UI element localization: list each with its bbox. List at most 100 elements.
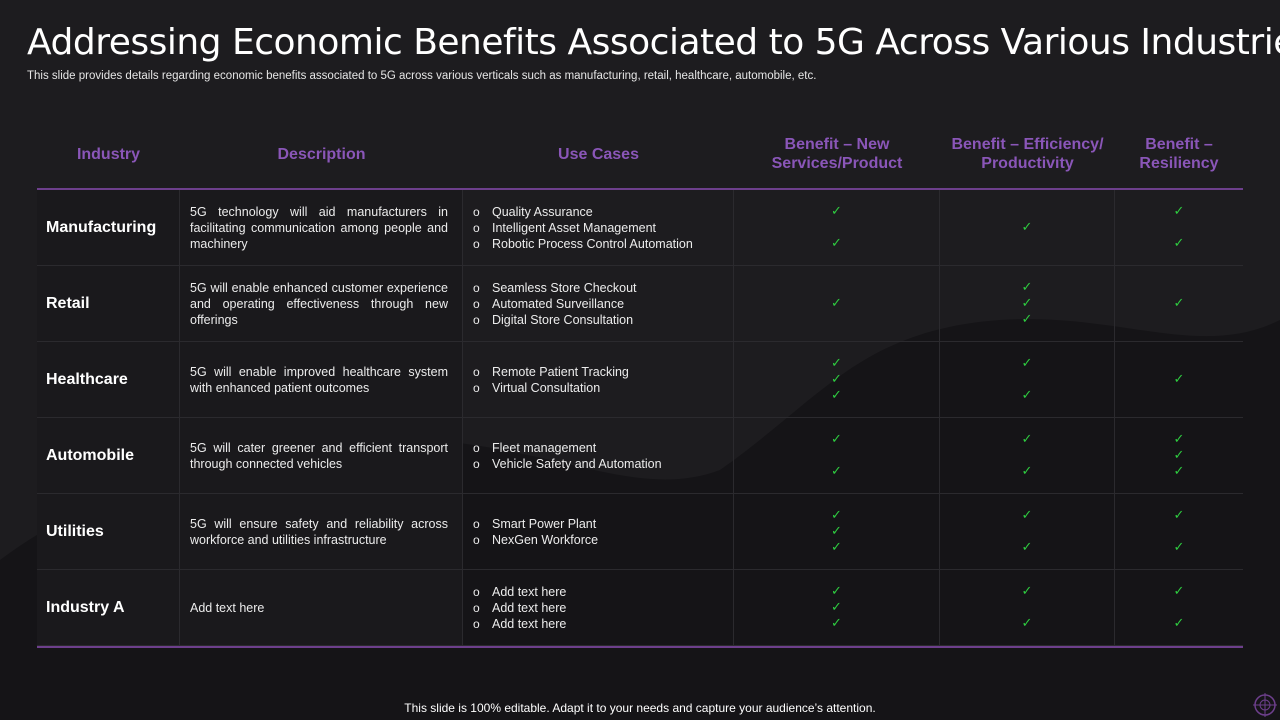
bullet-icon: o (473, 456, 480, 471)
industry-name: Industry A (37, 570, 180, 646)
industry-name: Manufacturing (37, 190, 180, 266)
benefit-new-cell: ✓·✓ (734, 418, 940, 494)
bullet-icon: o (473, 296, 480, 311)
header-benefit-efficiency-line2: Productivity (981, 155, 1074, 172)
check-icon: ✓ (1021, 279, 1033, 295)
check-icon: ✓ (831, 539, 842, 555)
check-icon: ✓ (831, 431, 842, 447)
use-case-text: Automated Surveillance (492, 296, 625, 311)
bullet-icon: o (473, 380, 480, 395)
check-icon: ✓ (1021, 219, 1033, 235)
list-item: o Add text here (473, 584, 566, 600)
industry-name: Retail (37, 266, 180, 342)
bullet-icon: o (473, 584, 480, 599)
check-icon: ✓ (831, 203, 842, 219)
check-icon: ✓ (831, 355, 842, 371)
check-icon: ✓ (1021, 295, 1033, 311)
check-icon: ✓ (1021, 431, 1033, 447)
page-title: Addressing Economic Benefits Associated … (27, 22, 1280, 63)
header-benefit-efficiency: Benefit – Efficiency/ Productivity (940, 135, 1115, 173)
list-item: o Quality Assurance (473, 204, 693, 220)
header-benefit-efficiency-line1: Benefit – Efficiency/ (951, 136, 1104, 153)
check-icon: ✓ (831, 235, 842, 251)
industry-description: 5G will cater greener and efficient tran… (180, 418, 463, 494)
check-icon: ✓ (1173, 507, 1185, 523)
benefit-efficiency-cell: ✓ (940, 190, 1115, 266)
use-case-list: o Remote Patient Tracking o Virtual Consul… (473, 364, 629, 396)
bullet-icon: o (473, 204, 480, 219)
use-case-text: Remote Patient Tracking (492, 364, 629, 379)
list-item: o Smart Power Plant (473, 516, 598, 532)
use-cases-cell: o Fleet management o Vehicle Safety and Au… (463, 418, 734, 494)
benefit-new-cell: ✓ (734, 266, 940, 342)
table-row: Industry A Add text here o Add text here … (37, 570, 1243, 646)
bullet-icon: o (473, 616, 480, 631)
bullet-icon: o (473, 516, 480, 531)
check-icon: ✓ (1021, 583, 1033, 599)
use-case-text: Smart Power Plant (492, 516, 597, 531)
corner-logo-icon (1253, 693, 1277, 717)
table-row: Retail 5G will enable enhanced customer … (37, 266, 1243, 342)
benefit-efficiency-cell: ✓·✓ (940, 342, 1115, 418)
check-icon: ✓ (831, 599, 842, 615)
check-icon: ✓ (831, 523, 842, 539)
table-header: Industry Description Use Cases Benefit –… (37, 120, 1243, 190)
check-icon: ✓ (1021, 311, 1033, 327)
use-case-text: Add text here (492, 616, 567, 631)
benefit-efficiency-cell: ✓ ✓ ✓ (940, 266, 1115, 342)
use-case-text: Vehicle Safety and Automation (492, 456, 662, 471)
check-icon: ✓ (1173, 295, 1185, 311)
description-text: Add text here (190, 600, 265, 615)
list-item: o Robotic Process Control Automation (473, 236, 693, 252)
bullet-icon: o (473, 236, 480, 251)
use-case-list: o Smart Power Plant o NexGen Workforce (473, 516, 598, 548)
benefit-resiliency-cell: ✓·✓ (1115, 494, 1243, 570)
bullet-icon: o (473, 440, 480, 455)
industry-description: 5G will enable improved healthcare syste… (180, 342, 463, 418)
benefit-resiliency-cell: ✓·✓ (1115, 190, 1243, 266)
check-icon: ✓ (1173, 447, 1185, 463)
benefit-efficiency-cell: ✓·✓ (940, 494, 1115, 570)
use-cases-cell: o Add text here o Add text here o Add text … (463, 570, 734, 646)
table-row: Automobile 5G will cater greener and eff… (37, 418, 1243, 494)
benefits-table: Industry Description Use Cases Benefit –… (37, 120, 1243, 648)
table-row: Manufacturing 5G technology will aid man… (37, 190, 1243, 266)
description-text: 5G will enable enhanced customer experie… (190, 280, 448, 327)
list-item: o Digital Store Consultation (473, 312, 637, 328)
use-case-list: o Fleet management o Vehicle Safety and Au… (473, 440, 662, 472)
use-case-text: Seamless Store Checkout (492, 280, 637, 295)
benefit-efficiency-cell: ✓·✓ (940, 570, 1115, 646)
use-case-text: Intelligent Asset Management (492, 220, 656, 235)
header-use-cases: Use Cases (558, 145, 639, 163)
check-icon: ✓ (1173, 235, 1185, 251)
check-icon: ✓ (1173, 615, 1185, 631)
check-icon: ✓ (1173, 431, 1185, 447)
description-text: 5G will cater greener and efficient tran… (190, 440, 448, 471)
check-icon: ✓ (831, 295, 842, 311)
check-icon: ✓ (1021, 539, 1033, 555)
use-case-list: o Seamless Store Checkout o Automated Surv… (473, 280, 637, 328)
industry-name: Healthcare (37, 342, 180, 418)
use-cases-cell: o Remote Patient Tracking o Virtual Consul… (463, 342, 734, 418)
use-case-text: Fleet management (492, 440, 597, 455)
benefit-resiliency-cell: ✓ (1115, 266, 1243, 342)
use-case-text: Virtual Consultation (492, 380, 601, 395)
industry-name: Utilities (37, 494, 180, 570)
use-case-text: Robotic Process Control Automation (492, 236, 693, 251)
use-case-text: NexGen Workforce (492, 532, 599, 547)
industry-name: Automobile (37, 418, 180, 494)
page-subtitle: This slide provides details regarding ec… (27, 70, 817, 82)
bullet-icon: o (473, 364, 480, 379)
check-icon: ✓ (831, 371, 842, 387)
table-row: Utilities 5G will ensure safety and reli… (37, 494, 1243, 570)
bullet-icon: o (473, 532, 480, 547)
list-item: o Intelligent Asset Management (473, 220, 693, 236)
table-row: Healthcare 5G will enable improved healt… (37, 342, 1243, 418)
check-icon: ✓ (1021, 507, 1033, 523)
check-icon: ✓ (831, 615, 842, 631)
header-benefit-new-line1: Benefit – New (784, 136, 890, 153)
bullet-icon: o (473, 220, 480, 235)
description-text: 5G will enable improved healthcare syste… (190, 364, 448, 395)
list-item: o Remote Patient Tracking (473, 364, 629, 380)
use-cases-cell: o Smart Power Plant o NexGen Workforce (463, 494, 734, 570)
